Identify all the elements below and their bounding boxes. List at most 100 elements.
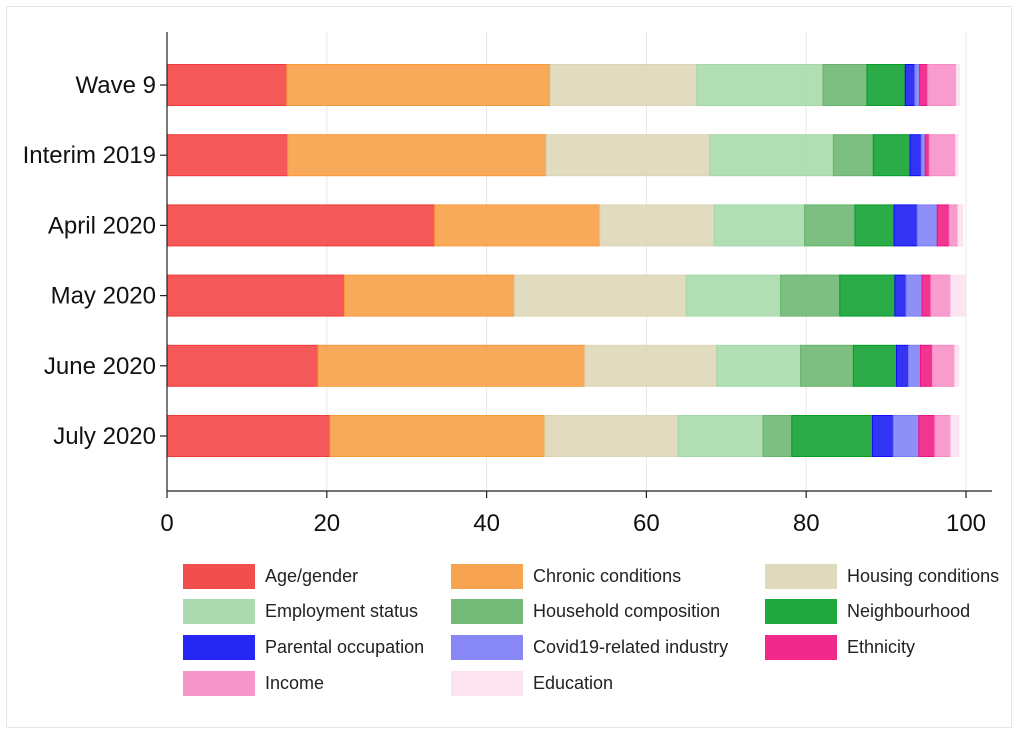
x-tick-label: 80	[793, 510, 820, 537]
y-tick-label: July 2020	[53, 423, 156, 450]
legend-label: Neighbourhood	[847, 600, 971, 621]
bar-segment-1-6	[909, 134, 922, 177]
bar-segment-2-5	[854, 204, 895, 247]
stacked-bar-chart: Wave 9 Interim 2019 April 2020 May 2020 June…	[23, 32, 992, 537]
bar-segment-3-3	[685, 274, 782, 317]
x-tick-label: 60	[633, 510, 660, 537]
gridlines	[326, 32, 967, 491]
legend-item: Income	[183, 669, 324, 697]
bar-segment-4-2	[584, 344, 718, 387]
bar-segment-3-6	[894, 274, 907, 317]
bar-segment-1-8	[924, 134, 930, 177]
legend-label: Income	[265, 672, 325, 693]
y-tick-label: Wave 9	[76, 72, 156, 99]
bar-segment-2-3	[713, 204, 806, 247]
bar-segment-4-7	[907, 344, 921, 387]
x-tick-label: 40	[473, 510, 500, 537]
bar-segment-1-3	[709, 134, 834, 177]
legend-swatch	[183, 634, 255, 660]
legend-swatch	[765, 563, 837, 589]
legend-item: Ethnicity	[765, 633, 915, 661]
bar-segment-4-1	[317, 344, 586, 387]
x-tick-labels: 0 20 40 60 80 100	[160, 510, 986, 537]
bar-segment-4-4	[800, 344, 854, 387]
legend-item: Covid19-related industry	[451, 633, 728, 661]
bar-segment-5-10	[950, 415, 960, 457]
legend-item: Household composition	[451, 597, 720, 625]
legend-swatch	[183, 598, 255, 624]
legend-label: Chronic conditions	[533, 565, 682, 586]
bar-segment-5-8	[918, 415, 936, 457]
bar-segment-2-9	[948, 204, 959, 247]
legend-label: Education	[533, 672, 614, 693]
bar-segment-5-2	[544, 415, 679, 457]
bar-segment-2-1	[434, 204, 601, 247]
legend-item: Parental occupation	[183, 633, 424, 661]
bar-segment-3-1	[343, 274, 516, 317]
bar-segment-0-3	[696, 64, 824, 106]
y-tick-label: May 2020	[51, 283, 156, 310]
bar-segment-0-0	[166, 64, 288, 106]
legend-swatch	[183, 670, 255, 696]
bar-segment-4-10	[954, 344, 960, 387]
bar-segment-0-5	[866, 64, 906, 106]
bar-segment-5-0	[166, 415, 331, 457]
bar-segment-3-5	[839, 274, 896, 317]
legend-swatch	[765, 634, 837, 660]
bar-segment-4-8	[919, 344, 933, 387]
bar-segment-2-10	[957, 204, 964, 247]
chart-frame	[6, 6, 1012, 728]
bar-segment-1-0	[166, 134, 289, 177]
legend-swatch	[451, 598, 523, 624]
bar-segment-0-7	[914, 64, 921, 106]
legend-item: Employment status	[183, 597, 418, 625]
bar-segment-3-10	[950, 274, 966, 317]
bar-segment-1-9	[928, 134, 957, 177]
bar-segment-5-1	[329, 415, 546, 457]
bar-segment-4-3	[716, 344, 802, 387]
bar-segment-4-5	[852, 344, 897, 387]
y-tick-label: Interim 2019	[23, 142, 156, 169]
bar-segment-2-6	[893, 204, 918, 247]
bar-segment-5-6	[872, 415, 894, 457]
bar-segment-3-9	[930, 274, 952, 317]
legend-item: Chronic conditions	[451, 562, 681, 590]
bar-segment-0-10	[955, 64, 961, 106]
bar-segment-3-2	[514, 274, 687, 317]
legend-swatch	[451, 634, 523, 660]
legend-label: Age/gender	[265, 565, 359, 586]
bar-segment-3-7	[905, 274, 923, 317]
bar-segment-5-5	[791, 415, 874, 457]
bar-segment-1-4	[832, 134, 874, 177]
legend-label: Parental occupation	[265, 636, 425, 657]
legend-swatch	[451, 563, 523, 589]
legend-label: Ethnicity	[847, 636, 916, 657]
legend-item: Neighbourhood	[765, 597, 970, 625]
legend-item: Age/gender	[183, 562, 358, 590]
bar-segment-1-7	[920, 134, 926, 177]
bar-segment-2-2	[599, 204, 715, 247]
legend-swatch	[183, 563, 255, 589]
bar-segment-1-2	[546, 134, 711, 177]
bar-segment-2-8	[936, 204, 950, 247]
x-tick-label: 100	[946, 510, 986, 537]
bar-segment-3-4	[780, 274, 841, 317]
bar-segment-5-4	[762, 415, 793, 457]
bar-segment-4-0	[166, 344, 319, 387]
x-tick-label: 0	[160, 510, 173, 537]
legend-label: Covid19-related industry	[533, 636, 729, 657]
bar-segment-4-9	[931, 344, 956, 387]
bar-segment-3-8	[921, 274, 932, 317]
legend-item: Education	[451, 669, 613, 697]
y-tick-label: April 2020	[48, 212, 156, 239]
y-tick-labels: Wave 9 Interim 2019 April 2020 May 2020 June…	[23, 72, 156, 450]
legend-label: Employment status	[265, 600, 419, 621]
bar-segment-2-0	[166, 204, 436, 247]
bar-segment-5-9	[934, 415, 952, 457]
bar-segment-0-4	[822, 64, 868, 106]
bar-segment-0-9	[927, 64, 957, 106]
bar-segment-0-1	[286, 64, 552, 106]
legend-swatch	[451, 670, 523, 696]
bar-segment-4-6	[895, 344, 909, 387]
bar-segment-1-5	[872, 134, 911, 177]
